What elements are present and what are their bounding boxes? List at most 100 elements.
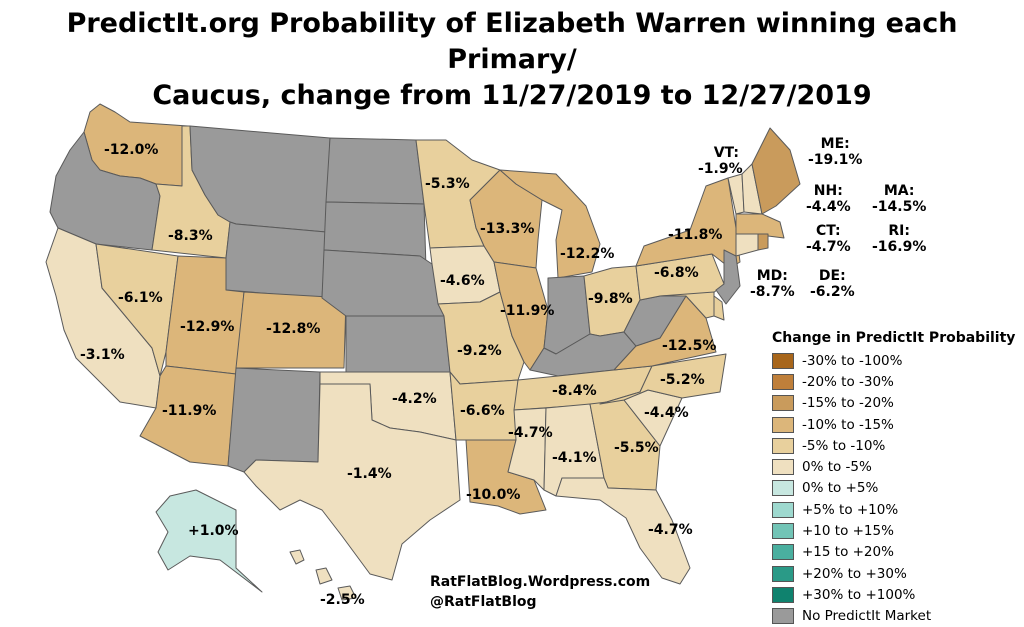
legend-label: +20% to +30%	[802, 565, 907, 582]
legend-items: -30% to -100% -20% to -30% -15% to -20% -10…	[772, 350, 1015, 627]
callout-MD: MD: -8.7%	[750, 268, 795, 300]
label-AK: +1.0%	[188, 523, 239, 539]
callout-DE-value: -6.2%	[810, 284, 855, 300]
legend-swatch	[772, 459, 794, 476]
label-FL: -4.7%	[648, 522, 693, 538]
label-AZ: -11.9%	[162, 403, 217, 419]
map-title: PredictIt.org Probability of Elizabeth W…	[0, 6, 1024, 114]
legend-item: +5% to +10%	[772, 499, 1015, 520]
callout-DE-abbr: DE:	[818, 268, 846, 284]
legend-item: +30% to +100%	[772, 584, 1015, 605]
legend-swatch	[772, 480, 794, 497]
legend-label: -20% to -30%	[802, 373, 894, 390]
legend-swatch	[772, 395, 794, 412]
legend-item: -20% to -30%	[772, 371, 1015, 392]
label-UT: -12.9%	[180, 319, 235, 335]
callout-CT: CT: -4.7%	[806, 223, 851, 255]
callout-MD-value: -8.7%	[750, 284, 795, 300]
callout-RI-abbr: RI:	[888, 223, 910, 239]
label-SC: -4.4%	[644, 405, 689, 421]
label-NV: -6.1%	[118, 290, 163, 306]
callout-NH: NH: -4.4%	[806, 183, 851, 215]
state-ND	[325, 137, 425, 205]
label-MS: -4.7%	[508, 425, 553, 441]
label-WI: -13.3%	[480, 221, 535, 237]
state-NM	[227, 367, 321, 473]
legend-item: -30% to -100%	[772, 350, 1015, 371]
callout-VT-value: -1.9%	[698, 161, 743, 177]
label-TN: -8.4%	[552, 383, 597, 399]
legend-label: -30% to -100%	[802, 352, 903, 369]
state-HI	[289, 549, 305, 565]
legend-swatch	[772, 586, 794, 603]
legend-swatch	[772, 352, 794, 369]
label-LA: -10.0%	[466, 487, 521, 503]
legend-title: Change in PredictIt Probability	[772, 330, 1016, 346]
legend-item: +20% to +30%	[772, 563, 1015, 584]
label-IA: -4.6%	[440, 273, 485, 289]
callout-ME-value: -19.1%	[808, 152, 863, 168]
callout-ME-abbr: ME:	[820, 136, 850, 152]
legend-label: -5% to -10%	[802, 437, 886, 454]
state-CT	[735, 233, 759, 257]
legend-swatch	[772, 373, 794, 390]
label-PA: -6.8%	[654, 265, 699, 281]
label-VA: -12.5%	[662, 338, 717, 354]
label-GA: -5.5%	[614, 440, 659, 456]
legend-item: +10 to +15%	[772, 520, 1015, 541]
callout-RI: RI: -16.9%	[872, 223, 926, 255]
legend-label: 0% to +5%	[802, 480, 879, 497]
credit-blog: RatFlatBlog.Wordpress.com	[430, 574, 651, 590]
state-AK	[155, 489, 263, 593]
legend-label: No PredictIt Market	[802, 608, 932, 625]
callout-RI-value: -16.9%	[872, 239, 927, 255]
label-IL: -11.9%	[500, 303, 555, 319]
legend-item: -15% to -20%	[772, 393, 1015, 414]
legend-label: +10 to +15%	[802, 523, 894, 540]
label-NC: -5.2%	[660, 372, 705, 388]
credit: RatFlatBlog.Wordpress.com @RatFlatBlog	[430, 572, 650, 612]
state-NE	[321, 249, 445, 317]
legend-label: 0% to -5%	[802, 459, 872, 476]
label-OK: -4.2%	[392, 391, 437, 407]
legend-item: -10% to -15%	[772, 414, 1015, 435]
label-OH: -9.8%	[588, 291, 633, 307]
label-CO: -12.8%	[266, 321, 321, 337]
legend-label: +15 to +20%	[802, 544, 894, 561]
callout-NH-abbr: NH:	[813, 183, 843, 199]
legend-swatch	[772, 437, 794, 454]
state-FL	[555, 477, 691, 585]
state-NC	[599, 353, 727, 405]
state-HI-3	[337, 585, 357, 601]
state-NJ	[715, 249, 741, 305]
state-TX	[243, 383, 461, 581]
label-TX: -1.4%	[347, 466, 392, 482]
legend-swatch	[772, 544, 794, 561]
state-MD	[659, 291, 715, 319]
callout-MD-abbr: MD:	[756, 268, 788, 284]
legend-swatch	[772, 565, 794, 582]
legend-item: -5% to -10%	[772, 435, 1015, 456]
callout-MA: MA: -14.5%	[872, 183, 926, 215]
label-NY: -11.8%	[668, 227, 723, 243]
legend-label: -15% to -20%	[802, 395, 894, 412]
title-line-1: PredictIt.org Probability of Elizabeth W…	[66, 8, 958, 75]
state-MO	[437, 291, 525, 385]
callout-CT-value: -4.7%	[806, 239, 851, 255]
label-MO: -9.2%	[457, 343, 502, 359]
label-CA: -3.1%	[80, 347, 125, 363]
state-CO	[235, 291, 347, 369]
label-WA: -12.0%	[104, 142, 159, 158]
callout-VT: VT: -1.9%	[698, 145, 743, 177]
state-RI	[757, 233, 769, 251]
state-WY	[225, 221, 327, 299]
callout-VT-abbr: VT:	[713, 145, 739, 161]
callout-MA-abbr: MA:	[883, 183, 915, 199]
label-MN: -5.3%	[425, 176, 470, 192]
state-NY	[635, 177, 741, 269]
legend-item: 0% to +5%	[772, 478, 1015, 499]
legend-item: 0% to -5%	[772, 456, 1015, 477]
callout-NH-value: -4.4%	[806, 199, 851, 215]
legend-item: No PredictIt Market	[772, 606, 1015, 627]
